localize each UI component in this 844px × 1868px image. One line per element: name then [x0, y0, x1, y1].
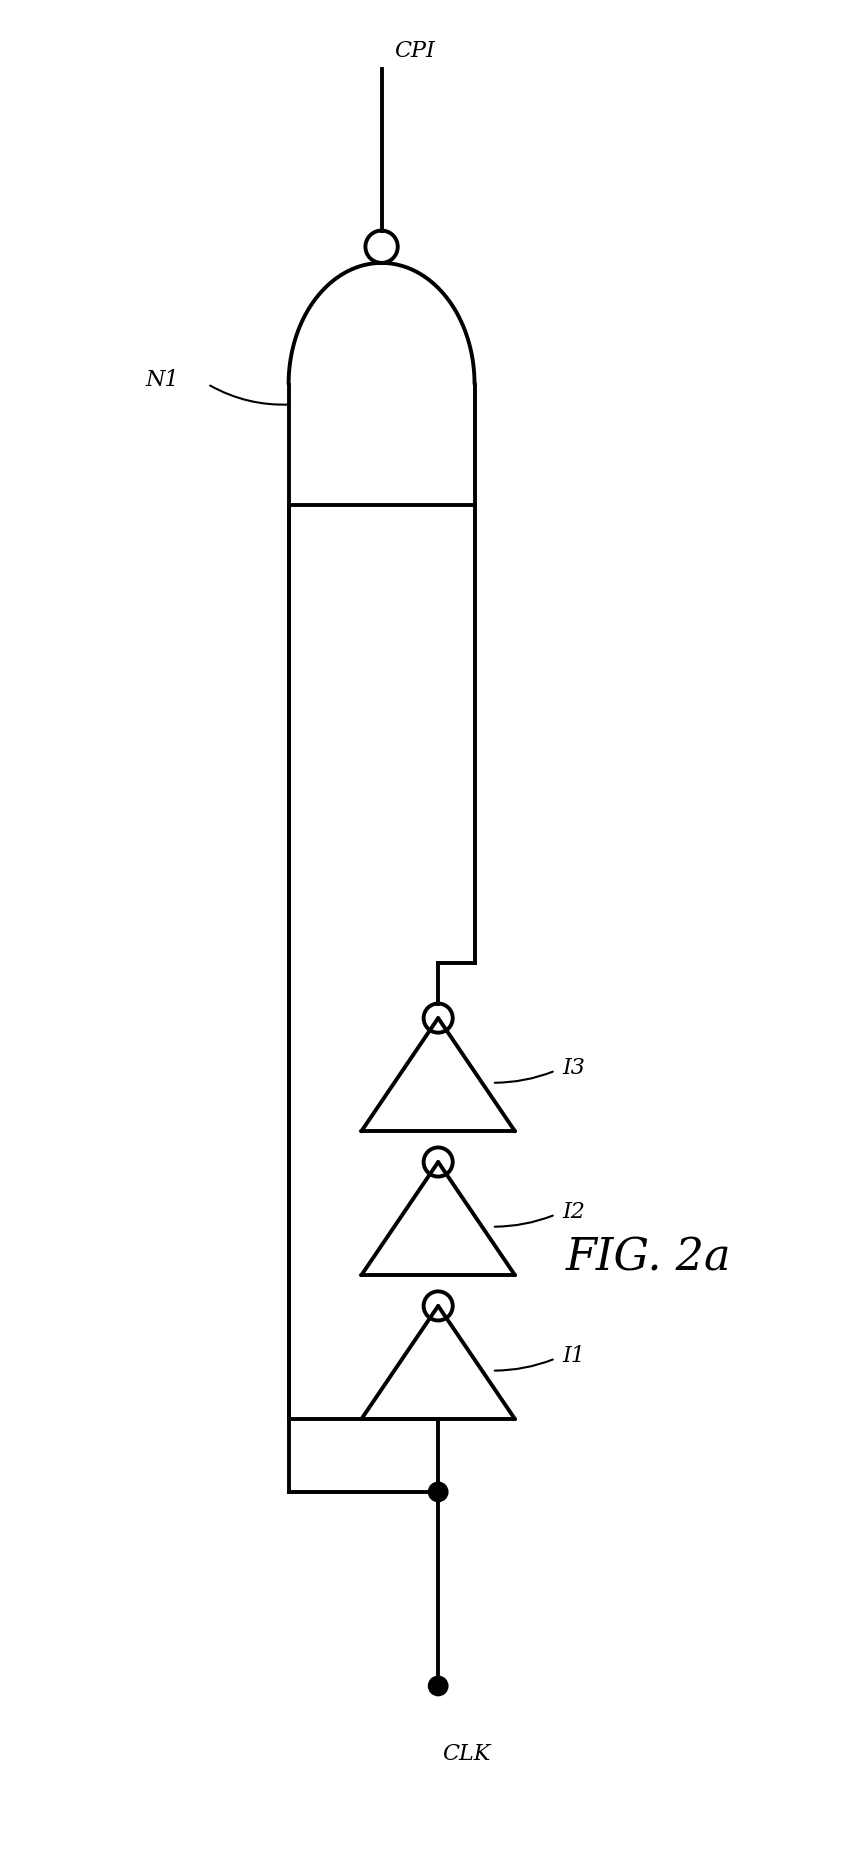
Text: CPI: CPI: [393, 41, 435, 62]
Text: I3: I3: [562, 1057, 585, 1080]
Text: N1: N1: [146, 370, 180, 390]
Text: I2: I2: [562, 1201, 585, 1224]
Text: CLK: CLK: [442, 1743, 490, 1765]
Text: I1: I1: [562, 1345, 585, 1367]
Circle shape: [429, 1676, 448, 1696]
Text: FIG. 2a: FIG. 2a: [565, 1237, 731, 1280]
Circle shape: [429, 1481, 448, 1502]
